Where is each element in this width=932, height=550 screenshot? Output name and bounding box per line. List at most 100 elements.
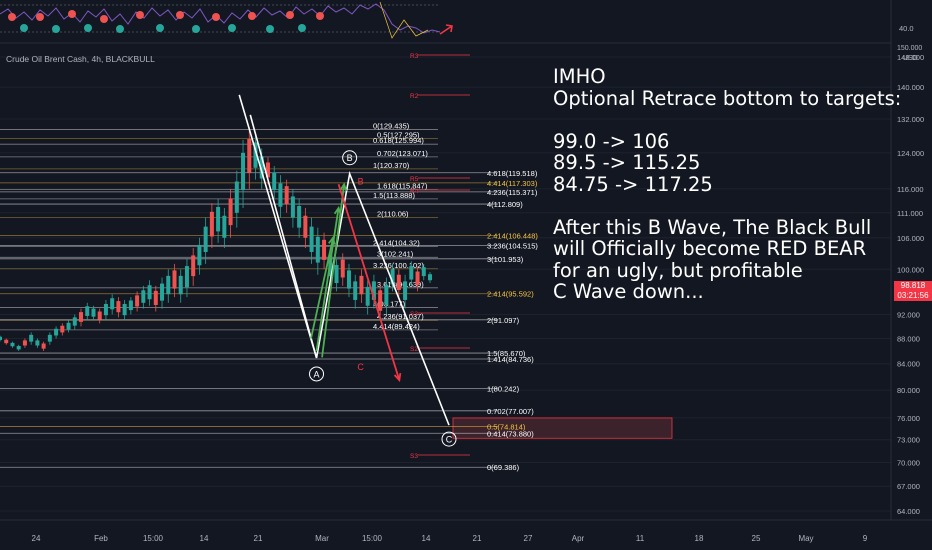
candle-body [47,334,52,342]
target-zone-box [452,417,673,439]
candle-body [278,183,283,207]
pivot-label: R5 [410,176,419,183]
time-tick-label: 18 [695,534,704,543]
candle-body [79,312,84,322]
fib-level-label: 0.5(127.295) [377,131,420,140]
annotation-line: will Officially become RED BEAR [553,237,867,260]
candle-body [97,311,102,320]
fib-level-label: 1.5(113.888) [373,191,415,200]
price-tick-label: 100.000 [897,265,924,274]
fib-level-label: 3(102.241) [377,249,414,258]
wave-marker [309,366,325,382]
price-tick-label: 124.000 [897,149,924,158]
fib-level-label: 0.702(123.071) [377,149,428,158]
candle-body [41,343,46,349]
candle-body [184,266,189,288]
fib-level-label: 0(129.435) [373,122,410,131]
time-tick-label: 15:00 [143,534,164,543]
indicator-axis-label: 40.0 [899,24,914,33]
fib-level-label: 2(110.06) [377,209,409,218]
price-tick-label: 67.000 [897,482,920,491]
fib-level-label: 1(80.242) [487,385,520,394]
candle-body [359,275,364,295]
current-price: 98.818 [900,281,926,290]
time-tick-label: May [798,534,813,543]
candle-body [409,266,414,280]
candle-body [178,275,183,295]
time-tick-label: Mar [315,534,329,543]
target-zone [452,417,673,439]
candle-body [272,172,277,191]
candle-body [91,308,96,317]
elliott-wave: ABC [238,94,457,447]
time-tick-label: 24 [32,534,41,543]
candle-body [4,339,9,344]
candle-body [284,186,289,205]
candle-body [122,303,127,316]
wave-marker [342,150,358,166]
candle-body [384,284,389,305]
candle-body [35,340,40,346]
candle-body [253,142,258,168]
indicator-signals [8,10,453,35]
fib-level-label: 0.702(77.007) [487,407,534,416]
price-tick-label: 70.000 [897,458,920,467]
fib-level-label: 2.414(95.592) [487,290,534,299]
candle-body [85,306,90,316]
fib-level-label: 1.414(84.736) [487,355,534,364]
candle-body [222,215,227,238]
wave-label-faded: C [357,362,364,372]
annotation-line: IMHO [553,65,606,88]
fib-level-label: 0.618(125.994) [373,136,424,145]
pivot-label: R2 [410,93,419,100]
candle-body [116,301,121,313]
price-tick-label: 111.000 [897,209,923,218]
candle-body [0,336,2,341]
price-tick-label: 116.000 [897,185,924,194]
time-tick-label: 21 [473,534,482,543]
indicator-axis-top: 150.000 [897,45,922,52]
annotation-line: 99.0 -> 106 [553,129,670,153]
annotation-line: C Wave down... [553,280,704,303]
price-tick-label: 148.000 [897,53,924,62]
candle-body [60,325,65,333]
wave-marker [441,431,457,447]
candle-body [197,244,202,266]
analysis-annotation: IMHO Optional Retrace bottom to targets: 9… [553,65,902,303]
price-grid [0,56,891,512]
candle-body [228,198,233,226]
time-tick-label: 21 [254,534,263,543]
fib-level-label: 4.414(89.424) [373,322,420,331]
pivot-label: R3 [410,53,419,60]
projection-arrow [337,184,401,381]
candle-body [172,270,177,289]
fib-level-label: 4.236(115.371) [487,188,538,197]
wave-label: C [446,435,453,445]
candle-body [66,322,71,330]
symbol-title: Crude Oil Brent Cash, 4h, BLACKBULL [6,54,155,64]
price-tick-label: 92.000 [897,310,920,319]
fib-level-label: 1.5(85.670) [487,349,526,358]
fib-level-label: 2.414(104.32) [373,238,420,247]
candle-body [166,275,171,295]
candle-body [428,274,432,281]
annotation-line: 89.5 -> 115.25 [553,151,701,174]
fib-level-label: 4.618(119.518) [487,169,538,178]
candle-body [247,139,252,173]
time-tick-label: 27 [524,534,533,543]
candle-body [147,285,152,300]
annotation-line: Optional Retrace bottom to targets: [553,86,902,110]
pivot-label: S3 [410,453,418,460]
candle-body [203,226,208,252]
price-tick-label: 84.000 [897,360,920,369]
bar-countdown: 03:21:56 [897,291,929,300]
candle-body [209,211,214,237]
candles [0,127,432,351]
candle-body [346,270,351,289]
candle-body [297,206,302,228]
candle-body [141,290,146,303]
wave-line [249,114,318,359]
fib-level-label: 3.236(100.102) [373,261,424,270]
candle-body [191,255,196,277]
